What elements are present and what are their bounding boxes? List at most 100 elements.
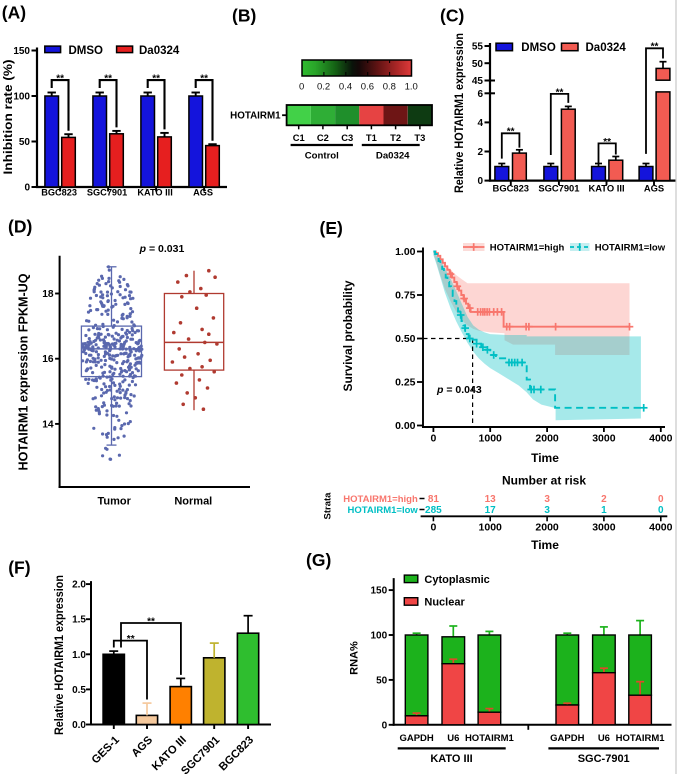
- svg-text:100: 100: [13, 92, 30, 103]
- svg-text:0.2: 0.2: [317, 82, 330, 93]
- svg-text:HOTAIRM1: HOTAIRM1: [616, 733, 666, 744]
- svg-text:Relative HOTAIRM1 expression: Relative HOTAIRM1 expression: [52, 575, 66, 735]
- svg-text:1.5: 1.5: [72, 615, 86, 626]
- svg-text:2: 2: [601, 494, 607, 505]
- svg-text:(A): (A): [2, 3, 26, 23]
- svg-text:T3: T3: [414, 132, 425, 143]
- svg-text:SGC7901: SGC7901: [87, 188, 127, 198]
- svg-text:HOTAIRM1=low: HOTAIRM1=low: [348, 505, 419, 516]
- svg-text:KATO III: KATO III: [430, 753, 472, 765]
- svg-text:0.4: 0.4: [339, 82, 352, 93]
- svg-text:18: 18: [42, 289, 54, 300]
- svg-text:HOTAIRM1: HOTAIRM1: [230, 111, 281, 122]
- svg-text:3: 3: [544, 494, 550, 505]
- svg-text:AGS: AGS: [193, 188, 213, 198]
- svg-text:C1: C1: [293, 132, 305, 143]
- svg-text:0.5: 0.5: [72, 685, 86, 696]
- svg-text:(F): (F): [8, 558, 30, 578]
- svg-text:GAPDH: GAPDH: [550, 733, 584, 744]
- svg-text:**: **: [152, 74, 160, 85]
- svg-text:0: 0: [430, 522, 436, 534]
- svg-text:55: 55: [472, 42, 484, 53]
- svg-text:p = 0.043: p = 0.043: [436, 384, 482, 396]
- svg-text:BGC823: BGC823: [41, 188, 77, 198]
- svg-text:50: 50: [19, 137, 31, 148]
- svg-text:0.50: 0.50: [395, 333, 416, 345]
- svg-text:0: 0: [24, 183, 30, 194]
- svg-text:SGC7901: SGC7901: [538, 183, 579, 194]
- svg-text:2000: 2000: [535, 433, 559, 445]
- svg-text:BGC823: BGC823: [493, 183, 529, 194]
- svg-text:0: 0: [382, 720, 388, 731]
- svg-text:T2: T2: [390, 132, 401, 143]
- svg-text:Tumor: Tumor: [97, 496, 131, 508]
- svg-text:285: 285: [425, 505, 442, 516]
- svg-text:Normal: Normal: [174, 496, 212, 508]
- svg-text:4: 4: [477, 118, 483, 129]
- svg-text:0: 0: [658, 505, 664, 516]
- svg-text:**: **: [603, 137, 611, 148]
- svg-text:(B): (B): [232, 6, 256, 26]
- svg-text:**: **: [127, 634, 135, 645]
- svg-text:50: 50: [472, 59, 484, 70]
- svg-text:BGC823: BGC823: [217, 734, 256, 773]
- svg-text:DMSO: DMSO: [69, 45, 104, 57]
- svg-text:HOTAIRM1=low: HOTAIRM1=low: [595, 243, 666, 254]
- svg-text:**: **: [200, 74, 208, 85]
- svg-text:**: **: [556, 87, 564, 98]
- svg-text:Strata: Strata: [323, 492, 334, 520]
- svg-text:1000: 1000: [479, 433, 503, 445]
- svg-text:RNA%: RNA%: [349, 641, 361, 675]
- svg-text:13: 13: [485, 494, 497, 505]
- svg-text:Da0324: Da0324: [586, 42, 627, 54]
- svg-text:150: 150: [371, 586, 388, 597]
- svg-text:(D): (D): [8, 217, 32, 237]
- svg-text:Control: Control: [305, 150, 339, 161]
- svg-text:1000: 1000: [479, 522, 503, 534]
- svg-text:2.0: 2.0: [72, 580, 86, 591]
- svg-text:DMSO: DMSO: [521, 42, 556, 54]
- svg-text:Time: Time: [531, 451, 559, 465]
- svg-text:U6: U6: [598, 733, 610, 744]
- svg-text:**: **: [507, 127, 515, 138]
- svg-text:Inhibition rate (%): Inhibition rate (%): [1, 59, 15, 174]
- svg-text:HOTAIRM1: HOTAIRM1: [465, 733, 515, 744]
- svg-text:SGC-7901: SGC-7901: [578, 753, 630, 765]
- svg-text:T1: T1: [366, 132, 377, 143]
- svg-text:4000: 4000: [649, 522, 673, 534]
- svg-text:Number at risk: Number at risk: [502, 474, 586, 488]
- svg-text:(C): (C): [440, 6, 464, 26]
- svg-text:(G): (G): [306, 550, 331, 570]
- svg-text:Nuclear: Nuclear: [424, 597, 465, 609]
- svg-text:p = 0.031: p = 0.031: [139, 243, 185, 255]
- svg-text:**: **: [147, 616, 155, 627]
- svg-text:0: 0: [477, 176, 483, 187]
- svg-text:Da0324: Da0324: [139, 45, 180, 57]
- svg-text:14: 14: [42, 419, 54, 430]
- svg-text:16: 16: [42, 354, 54, 365]
- svg-text:2: 2: [477, 147, 483, 158]
- svg-text:Da0324: Da0324: [376, 150, 410, 161]
- svg-text:100: 100: [371, 631, 388, 642]
- svg-text:0.75: 0.75: [395, 290, 416, 302]
- svg-text:6: 6: [477, 89, 483, 100]
- svg-text:0.0: 0.0: [72, 720, 86, 731]
- svg-text:0: 0: [299, 82, 304, 93]
- svg-text:GES-1: GES-1: [90, 734, 122, 766]
- svg-text:3: 3: [544, 505, 550, 516]
- svg-text:1.0: 1.0: [72, 650, 86, 661]
- svg-text:1.00: 1.00: [395, 246, 416, 258]
- svg-text:Relative HOTAIRM1 expression: Relative HOTAIRM1 expression: [452, 33, 466, 193]
- svg-text:45: 45: [472, 76, 484, 87]
- svg-text:0.6: 0.6: [361, 82, 374, 93]
- svg-text:U6: U6: [447, 733, 459, 744]
- svg-text:**: **: [651, 42, 659, 53]
- svg-text:0.00: 0.00: [395, 420, 416, 432]
- svg-text:Survival probability: Survival probability: [341, 280, 355, 391]
- svg-text:2000: 2000: [535, 522, 559, 534]
- svg-text:150: 150: [13, 46, 30, 57]
- svg-text:C2: C2: [317, 132, 329, 143]
- svg-text:0: 0: [430, 433, 436, 445]
- svg-text:**: **: [56, 74, 64, 85]
- svg-text:HOTAIRM1=high: HOTAIRM1=high: [490, 243, 565, 254]
